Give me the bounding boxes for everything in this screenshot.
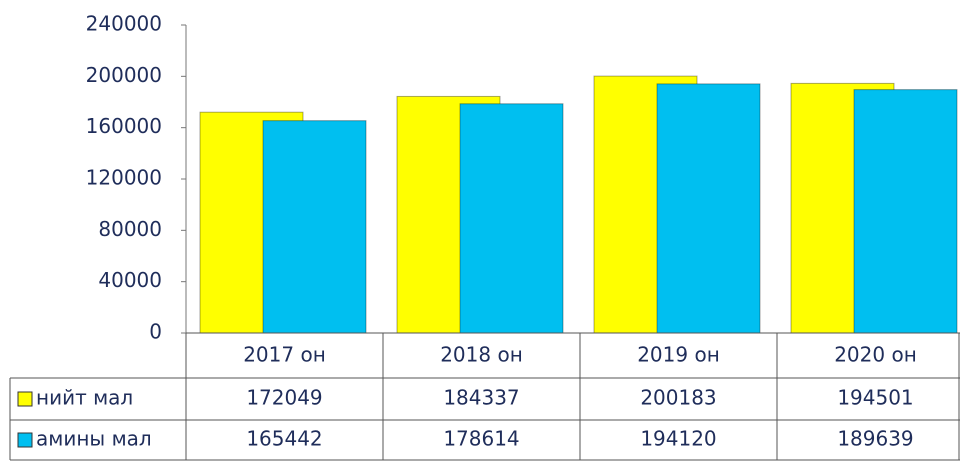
x-tick-label: 2019 он	[637, 343, 720, 367]
table-value: 178614	[443, 427, 519, 451]
y-tick-label: 240000	[86, 12, 162, 36]
legend-swatch	[17, 391, 33, 407]
x-tick-label: 2020 он	[834, 343, 917, 367]
table-value: 172049	[246, 386, 322, 410]
table-value: 194120	[640, 427, 716, 451]
y-tick-label: 160000	[86, 114, 162, 138]
table-value: 184337	[443, 386, 519, 410]
legend-label: амины мал	[36, 427, 152, 451]
y-tick-label: 0	[149, 320, 162, 344]
legend-label: нийт мал	[36, 386, 133, 410]
bar	[853, 89, 958, 334]
table-value: 194501	[837, 386, 913, 410]
x-tick-label: 2017 он	[243, 343, 326, 367]
x-tick-label: 2018 он	[440, 343, 523, 367]
y-tick-label: 40000	[98, 268, 162, 292]
bar	[262, 120, 367, 334]
table-value: 165442	[246, 427, 322, 451]
table-value: 200183	[640, 386, 716, 410]
y-tick-label: 120000	[86, 166, 162, 190]
bar	[459, 103, 564, 334]
table-value: 189639	[837, 427, 913, 451]
y-tick-label: 200000	[86, 63, 162, 87]
y-tick-label: 80000	[98, 217, 162, 241]
bar	[656, 83, 761, 334]
legend-swatch	[17, 432, 33, 448]
